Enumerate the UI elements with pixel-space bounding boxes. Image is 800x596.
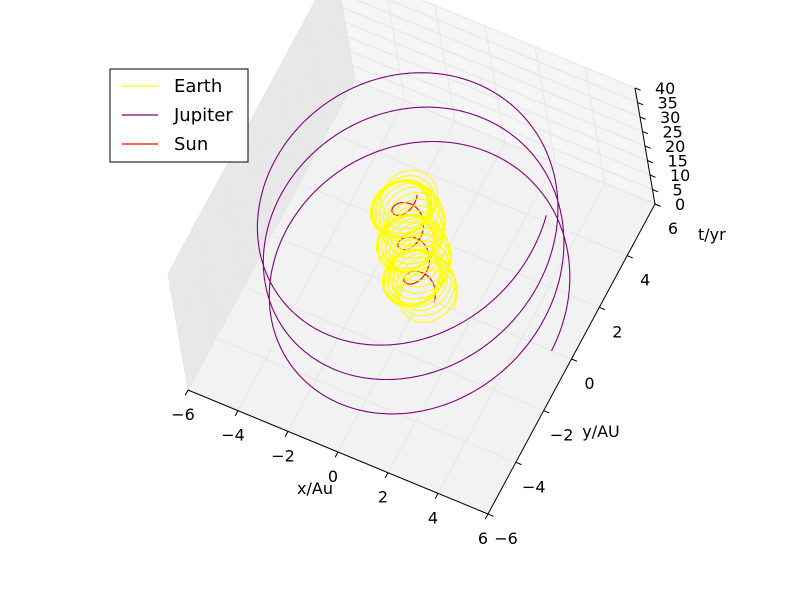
x-tick-label: 4 — [428, 508, 438, 527]
x-tick-label: −2 — [271, 446, 295, 465]
z-tick-label: 35 — [658, 94, 678, 113]
z-tick — [642, 131, 649, 135]
z-tick — [652, 189, 659, 193]
z-tick-label: 30 — [660, 108, 680, 127]
z-tick-label: 15 — [668, 152, 688, 171]
grid-line-z — [187, 79, 656, 391]
y-tick — [543, 410, 550, 414]
y-tick — [571, 358, 578, 362]
legend: Earth Jupiter Sun — [109, 68, 249, 163]
y-tick — [487, 513, 494, 517]
grid-line-z — [177, 21, 646, 333]
y-tick-label: −2 — [550, 426, 574, 445]
z-tick — [644, 145, 651, 149]
y-axis-label: y/AU — [582, 422, 620, 441]
z-tick-label: 0 — [675, 195, 685, 214]
x-tick-label: 6 — [478, 529, 488, 548]
legend-label-earth: Earth — [174, 76, 222, 97]
z-tick-label: 20 — [665, 137, 685, 156]
y-tick-label: −6 — [494, 529, 518, 548]
x-tick-label: −6 — [171, 405, 195, 424]
z-tick-label: 40 — [655, 79, 675, 98]
x-tick — [484, 513, 489, 520]
z-tick — [637, 102, 644, 106]
z-tick — [654, 203, 661, 207]
grid-line-z — [170, 0, 638, 289]
tick-marks — [184, 87, 661, 520]
z-tick — [634, 87, 641, 91]
x-tick-label: 0 — [328, 467, 338, 486]
z-tick — [649, 174, 656, 178]
y-tick — [599, 306, 606, 311]
legend-label-jupiter: Jupiter — [173, 105, 233, 126]
z-tick — [639, 116, 646, 120]
x-tick-label: −4 — [221, 426, 245, 445]
y-tick-label: −4 — [522, 477, 546, 496]
grid-line-z — [175, 6, 643, 318]
grid-line-z — [185, 64, 653, 376]
grid-line-z — [182, 50, 651, 362]
x-tick — [284, 431, 289, 437]
y-tick-label: 4 — [640, 271, 650, 290]
y-tick — [515, 461, 522, 466]
legend-label-sun: Sun — [174, 134, 208, 155]
y-tick-label: 6 — [668, 219, 678, 238]
grid-line-z — [167, 0, 636, 275]
grid-line-z — [172, 0, 641, 304]
trajectory-jupiter — [256, 72, 571, 415]
x-tick — [384, 472, 389, 479]
grid-line-z — [180, 35, 648, 347]
x-tick — [434, 493, 439, 499]
z-axis-label: t/yr — [698, 225, 726, 244]
trajectories — [256, 72, 571, 415]
x-axis-label: x/Au — [297, 479, 333, 498]
y-tick — [626, 255, 633, 259]
x-tick — [184, 389, 189, 396]
y-tick-label: 2 — [612, 322, 622, 341]
y-tick-label: 0 — [584, 374, 594, 393]
x-tick-label: 2 — [378, 488, 388, 507]
z-tick-label: 25 — [663, 123, 683, 142]
z-tick-label: 10 — [670, 166, 690, 185]
x-tick — [334, 451, 339, 458]
x-tick — [234, 410, 239, 417]
z-tick — [647, 160, 654, 164]
trajectory-earth — [369, 169, 458, 323]
z-tick-label: 5 — [673, 181, 683, 200]
